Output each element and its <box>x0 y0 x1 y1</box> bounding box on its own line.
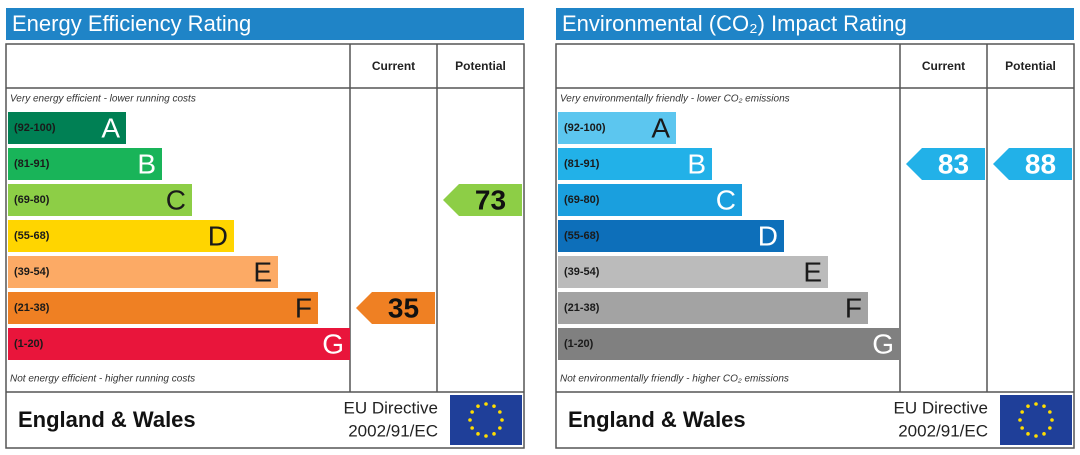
eu-star <box>492 404 496 408</box>
band-range: (55-68) <box>14 230 50 242</box>
panel-frame <box>555 43 1075 449</box>
directive: 2002/91/EC <box>898 421 988 440</box>
eu-star <box>484 402 488 406</box>
rating-value: 35 <box>388 292 419 323</box>
band-bar <box>8 148 162 180</box>
band-letter: G <box>322 328 344 359</box>
band-letter: G <box>872 328 894 359</box>
rating-value: 73 <box>475 184 506 215</box>
band-bar <box>558 328 900 360</box>
band-bar <box>558 292 868 324</box>
rating-arrow <box>443 184 522 216</box>
eu-star <box>476 432 480 436</box>
band-bar <box>558 256 828 288</box>
bottom-note: Not energy efficient - higher running co… <box>10 374 195 385</box>
rating-value: 83 <box>938 148 969 179</box>
region: England & Wales <box>18 407 196 432</box>
band-letter: C <box>166 184 186 215</box>
eu-star <box>1042 404 1046 408</box>
band-bar <box>558 112 676 144</box>
rating-arrow <box>906 148 985 180</box>
band-bar <box>8 112 126 144</box>
title-bar <box>6 8 524 40</box>
eu-star <box>498 410 502 414</box>
band-letter: D <box>758 220 778 251</box>
band-letter: C <box>716 184 736 215</box>
eu-star <box>500 418 504 422</box>
eu-star <box>1048 426 1052 430</box>
eu-star <box>1020 410 1024 414</box>
band-range: (55-68) <box>564 230 600 242</box>
eu-star <box>470 410 474 414</box>
band-letter: F <box>295 292 312 323</box>
eu-star <box>1034 434 1038 438</box>
band-bar <box>8 292 318 324</box>
eu-star <box>1042 432 1046 436</box>
band-letter: A <box>101 112 120 143</box>
eu-star <box>1050 418 1054 422</box>
eu-star <box>1026 432 1030 436</box>
band-letter: B <box>137 148 156 179</box>
band-bar <box>558 184 742 216</box>
band-range: (92-100) <box>14 122 56 134</box>
eu-star <box>1034 402 1038 406</box>
title-bar <box>556 8 1074 40</box>
column-header: Potential <box>1005 59 1056 73</box>
column-header: Potential <box>455 59 506 73</box>
band-range: (81-91) <box>14 158 50 170</box>
column-header: Current <box>372 59 415 73</box>
band-range: (39-54) <box>14 266 50 278</box>
region: England & Wales <box>568 407 746 432</box>
column-header: Current <box>922 59 965 73</box>
band-letter: E <box>803 256 822 287</box>
band-range: (39-54) <box>564 266 600 278</box>
band-bar <box>558 220 784 252</box>
directive: 2002/91/EC <box>348 421 438 440</box>
band-range: (21-38) <box>564 302 600 314</box>
top-note: Very environmentally friendly - lower CO… <box>560 94 790 105</box>
panel-frame <box>5 43 525 449</box>
band-letter: F <box>845 292 862 323</box>
band-letter: B <box>687 148 706 179</box>
band-bar <box>558 148 712 180</box>
band-range: (81-91) <box>564 158 600 170</box>
eu-star <box>470 426 474 430</box>
eu-star <box>492 432 496 436</box>
eu-star <box>1020 426 1024 430</box>
band-bar <box>8 256 278 288</box>
directive: EU Directive <box>344 398 438 417</box>
rating-arrow <box>993 148 1072 180</box>
directive: EU Directive <box>894 398 988 417</box>
band-bar <box>8 328 350 360</box>
band-range: (69-80) <box>14 194 50 206</box>
eu-star <box>1018 418 1022 422</box>
band-bar <box>8 220 234 252</box>
band-range: (21-38) <box>14 302 50 314</box>
eu-star <box>1026 404 1030 408</box>
eu-star <box>498 426 502 430</box>
band-range: (1-20) <box>564 338 594 350</box>
band-letter: A <box>651 112 670 143</box>
rating-value: 88 <box>1025 148 1056 179</box>
eu-star <box>468 418 472 422</box>
band-range: (69-80) <box>564 194 600 206</box>
band-range: (1-20) <box>14 338 44 350</box>
eu-star <box>1048 410 1052 414</box>
eu-star <box>476 404 480 408</box>
band-range: (92-100) <box>564 122 606 134</box>
band-letter: D <box>208 220 228 251</box>
panel-title: Environmental (CO₂) Impact Rating <box>562 11 907 36</box>
eu-star <box>484 434 488 438</box>
bottom-note: Not environmentally friendly - higher CO… <box>560 374 789 385</box>
band-letter: E <box>253 256 272 287</box>
rating-arrow <box>356 292 435 324</box>
top-note: Very energy efficient - lower running co… <box>10 94 196 105</box>
band-bar <box>8 184 192 216</box>
panel-title: Energy Efficiency Rating <box>12 11 251 36</box>
